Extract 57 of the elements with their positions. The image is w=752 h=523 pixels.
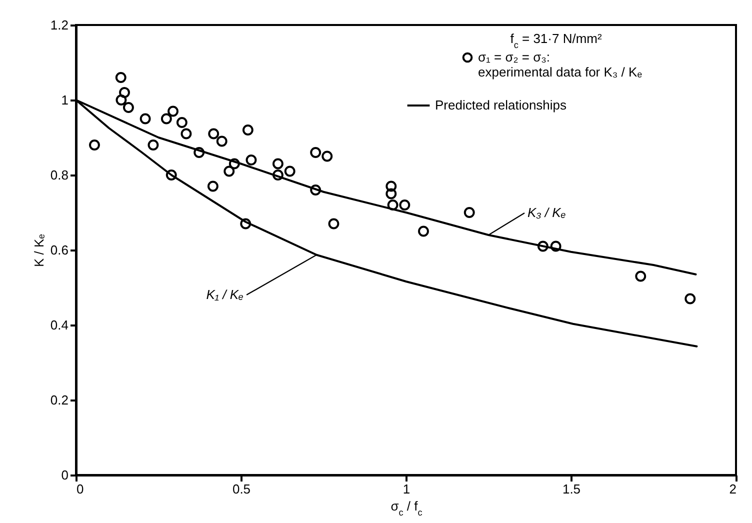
x-tick-label: 1	[402, 482, 410, 496]
x-tick-label: 1.5	[562, 482, 581, 496]
point	[116, 94, 127, 106]
y-tick-label: 0.2	[50, 392, 68, 408]
point	[194, 147, 205, 158]
point	[207, 180, 218, 192]
point	[115, 72, 126, 83]
point	[310, 184, 322, 196]
x-tick-label: 0.5	[232, 482, 251, 496]
point	[89, 140, 100, 150]
y-tick-label: 0.4	[50, 318, 68, 332]
legend-label: σ₁ = σ₂ = σ₃: experimental data for K₃ / Kₑ	[478, 50, 642, 80]
point	[208, 128, 220, 140]
point	[176, 117, 188, 128]
point	[537, 240, 548, 252]
point	[284, 166, 296, 177]
point	[246, 154, 257, 166]
point	[216, 136, 228, 147]
point	[399, 200, 410, 210]
y-axis-title: K / Kₑ	[31, 234, 46, 268]
legend-label: Predicted relationships	[435, 98, 568, 112]
point	[148, 140, 159, 150]
point	[387, 200, 398, 210]
point	[160, 113, 172, 124]
x-tick-label: 0	[76, 482, 84, 496]
point	[224, 166, 235, 177]
point	[240, 218, 252, 230]
point	[242, 124, 254, 136]
x-tick-label: 2	[729, 482, 736, 496]
point	[140, 113, 151, 124]
point	[310, 147, 322, 158]
point	[166, 170, 177, 180]
point	[386, 180, 397, 192]
annotation: f$_{c}$ = 31·7 N/mm²	[510, 31, 602, 50]
y-tick-label: 1.2	[50, 18, 68, 32]
point	[119, 87, 130, 98]
y-tick-label: 0	[61, 468, 68, 482]
point	[418, 226, 429, 237]
x-axis-title: σ$_{c}$ / f$_{c}$	[390, 498, 423, 518]
point	[180, 128, 192, 140]
point	[386, 188, 397, 200]
point	[272, 170, 284, 180]
point	[464, 207, 475, 218]
point	[550, 240, 562, 252]
y-tick-label: 0.8	[50, 168, 68, 182]
point	[322, 150, 333, 162]
point	[684, 293, 696, 304]
annotation: K₃ / Kₑ	[528, 205, 566, 220]
point	[272, 158, 284, 170]
point	[228, 158, 240, 170]
y-tick-label: 0.6	[50, 242, 68, 258]
annotation: K₁ / Kₑ	[206, 286, 244, 302]
point	[635, 270, 646, 282]
point	[168, 106, 178, 117]
point	[328, 218, 340, 230]
y-tick-label: 1	[61, 92, 68, 108]
point	[123, 102, 134, 113]
